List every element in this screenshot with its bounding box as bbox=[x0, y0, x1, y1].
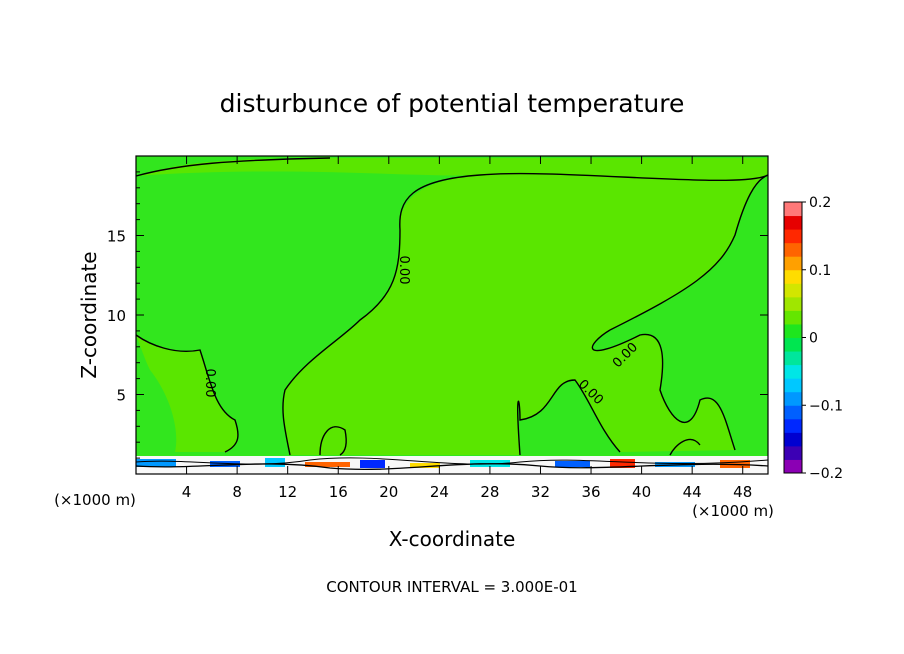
x-unit-left: (×1000 m) bbox=[54, 491, 136, 509]
x-tick-label: 16 bbox=[329, 483, 348, 501]
colorbar-swatch bbox=[784, 242, 802, 257]
colorbar-swatch bbox=[784, 364, 802, 379]
colorbar-swatch bbox=[784, 351, 802, 366]
colorbar-swatch bbox=[784, 215, 802, 230]
x-tick-label: 4 bbox=[182, 483, 192, 501]
x-tick-label: 24 bbox=[430, 483, 449, 501]
x-tick-label: 48 bbox=[733, 483, 752, 501]
x-tick-label: 44 bbox=[683, 483, 702, 501]
x-tick-label: 40 bbox=[632, 483, 651, 501]
colorbar-tick-label: 0.2 bbox=[809, 195, 831, 211]
y-axis-ticks: 5 10 15 bbox=[107, 171, 768, 459]
colorbar-swatch bbox=[784, 337, 802, 352]
contour-label: 0.00 bbox=[202, 369, 217, 398]
colorbar-swatch bbox=[784, 445, 802, 460]
x-tick-label: 28 bbox=[480, 483, 499, 501]
colorbar-frame bbox=[783, 201, 803, 474]
colorbar-swatch bbox=[784, 269, 802, 284]
colorbar-swatch bbox=[784, 229, 802, 244]
colorbar-swatch bbox=[784, 378, 802, 393]
colorbar-swatch bbox=[784, 296, 802, 311]
colorbar-swatch bbox=[784, 202, 802, 217]
x-tick-label: 12 bbox=[278, 483, 297, 501]
x-axis-label: X-coordinate bbox=[389, 527, 516, 551]
positive-region-left bbox=[136, 335, 238, 452]
contour-interval-note: CONTOUR INTERVAL = 3.000E-01 bbox=[326, 578, 577, 596]
colorbar-swatch bbox=[784, 418, 802, 433]
y-tick-label: 15 bbox=[107, 228, 126, 246]
colorbar-swatch bbox=[784, 323, 802, 338]
colorbar-tick-label: 0 bbox=[809, 331, 818, 347]
colorbar-swatch bbox=[784, 405, 802, 420]
y-axis-label: Z-coordinate bbox=[77, 251, 101, 378]
y-tick-label: 10 bbox=[107, 307, 126, 325]
x-unit-right: (×1000 m) bbox=[692, 502, 774, 520]
surface-band-features bbox=[135, 457, 769, 470]
colorbar-tick-label: −0.2 bbox=[809, 466, 843, 482]
plot-area: 0.00 0.00 0.00 0.00 bbox=[135, 155, 769, 475]
y-tick-label: 5 bbox=[116, 387, 126, 405]
contour-label: 0.00 bbox=[396, 256, 411, 285]
colorbar-ticks: 0.2 0.1 0 −0.1 −0.2 bbox=[802, 195, 843, 482]
colorbar-swatch bbox=[784, 256, 802, 271]
colorbar-tick-label: 0.1 bbox=[809, 263, 831, 279]
x-tick-label: 36 bbox=[581, 483, 600, 501]
colorbar-swatch bbox=[784, 283, 802, 298]
colorbar bbox=[784, 202, 802, 474]
contour-lines bbox=[135, 157, 769, 456]
positive-region bbox=[136, 158, 768, 455]
x-tick-label: 32 bbox=[531, 483, 550, 501]
chart-title: disturbunce of potential temperature bbox=[220, 89, 685, 118]
colorbar-swatch bbox=[784, 391, 802, 406]
x-tick-label: 8 bbox=[232, 483, 242, 501]
colorbar-tick-label: −0.1 bbox=[809, 398, 843, 414]
x-axis-ticks: 4 8 12 16 20 24 28 32 36 40 44 48 bbox=[182, 156, 752, 501]
colorbar-swatch bbox=[784, 432, 802, 447]
x-tick-label: 20 bbox=[379, 483, 398, 501]
colorbar-swatch bbox=[784, 310, 802, 325]
colorbar-swatch bbox=[784, 459, 802, 474]
